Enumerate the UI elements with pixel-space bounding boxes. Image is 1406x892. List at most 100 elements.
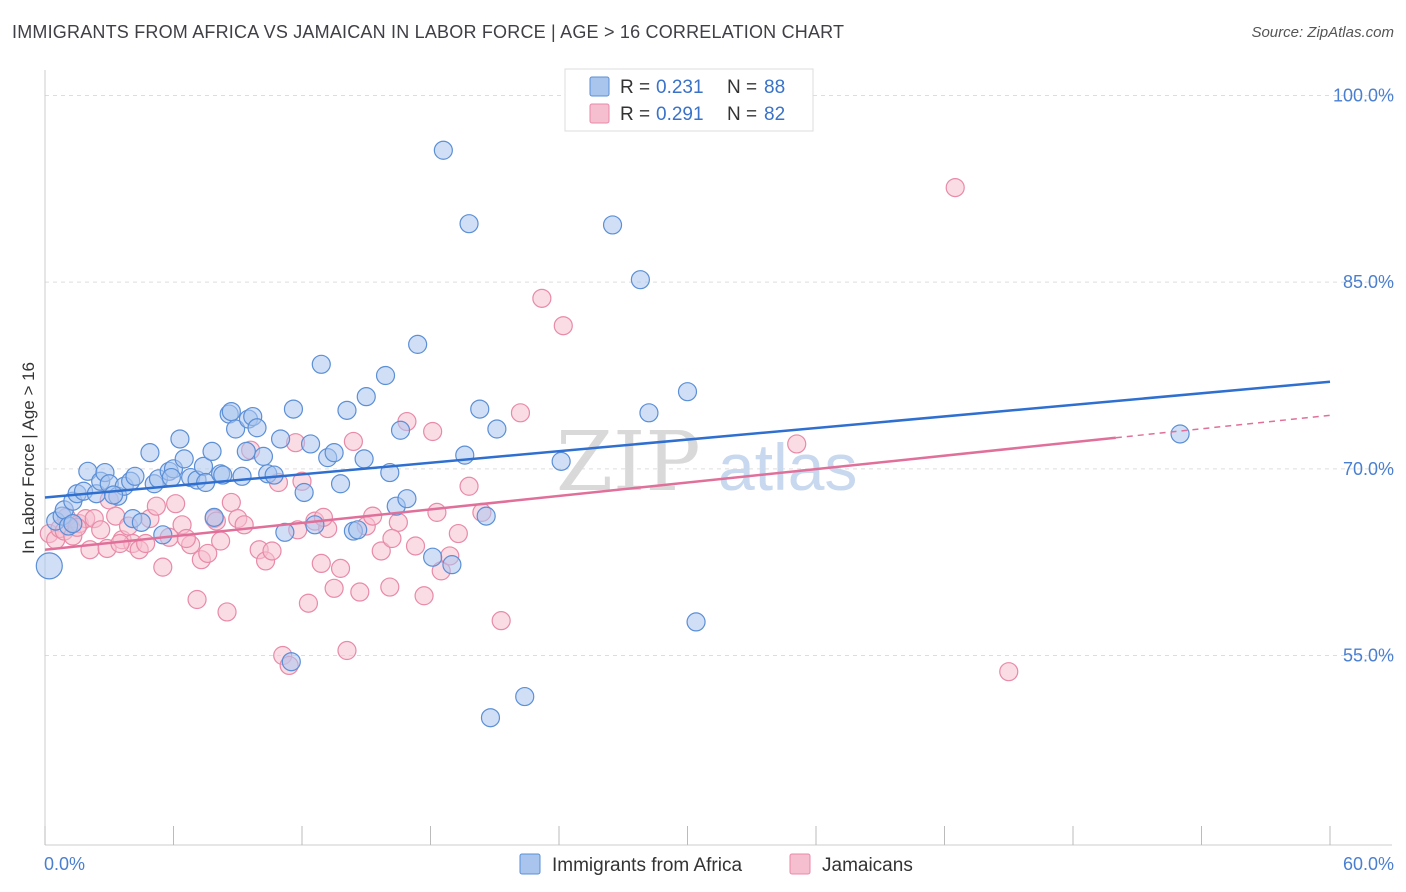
africa-point: [131, 512, 151, 532]
africa-point: [283, 399, 304, 419]
africa-point: [247, 418, 267, 438]
africa-points: [35, 140, 1190, 728]
africa-point: [174, 449, 194, 469]
africa-point: [125, 466, 145, 486]
y-tick-label: 85.0%: [1343, 272, 1394, 292]
africa-point: [459, 214, 479, 234]
africa-point: [476, 506, 496, 526]
jamaicans-point: [198, 543, 218, 564]
jamaicans-point: [405, 536, 426, 556]
axes-layer: [44, 70, 1392, 846]
legend-swatch-africa: [589, 76, 610, 97]
africa-point: [602, 215, 623, 235]
africa-point: [356, 387, 376, 407]
y-tick-labels: 55.0% 70.0% 85.0% 100.0%: [1333, 86, 1394, 666]
africa-point: [305, 515, 325, 535]
source-label: Source: ZipAtlas.com: [1251, 24, 1394, 41]
jamaicans-point: [324, 578, 344, 598]
jamaicans-point: [945, 177, 965, 198]
africa-point: [337, 400, 357, 420]
africa-point: [311, 354, 331, 374]
x-tick-label-min: 0.0%: [44, 854, 85, 874]
legend-n-value-1: 88: [764, 77, 785, 98]
jamaicans-trend-extension: [1115, 414, 1331, 439]
jamaicans-point: [221, 492, 241, 513]
jamaicans-point: [491, 611, 511, 631]
jamaicans-point: [448, 523, 468, 544]
africa-point: [153, 525, 173, 545]
africa-point: [423, 547, 443, 567]
africa-point: [324, 443, 344, 463]
africa-point: [487, 419, 507, 439]
jamaicans-point: [136, 533, 156, 554]
legend-n-label-1: N =: [727, 77, 757, 98]
africa-point: [677, 382, 698, 402]
africa-point: [408, 334, 428, 354]
bottom-legend-swatch-africa: [519, 853, 541, 875]
jamaicans-point: [153, 557, 173, 577]
africa-point: [1170, 424, 1190, 444]
x-tick-label-max: 60.0%: [1343, 854, 1394, 874]
jamaicans-point: [330, 558, 351, 578]
africa-point: [232, 466, 252, 486]
jamaicans-point: [382, 528, 402, 549]
jamaicans-point: [553, 316, 573, 336]
africa-point: [330, 474, 351, 494]
africa-point: [300, 434, 321, 454]
africa-point: [442, 555, 462, 575]
jamaicans-point: [337, 640, 357, 661]
africa-point: [226, 419, 246, 439]
jamaicans-point: [234, 515, 254, 535]
jamaicans-point: [311, 553, 331, 574]
jamaicans-points: [39, 177, 1019, 682]
africa-point: [480, 708, 501, 728]
jamaicans-point: [371, 541, 391, 561]
africa-point: [354, 449, 374, 469]
jamaicans-point: [423, 421, 443, 442]
jamaicans-point: [388, 512, 408, 532]
jamaicans-point: [414, 586, 434, 606]
jamaicans-point: [427, 502, 447, 522]
jamaicans-point: [146, 496, 166, 516]
y-tick-label: 70.0%: [1343, 459, 1394, 479]
bottom-legend-label-jamaicans: Jamaicans: [822, 855, 913, 876]
legend-r-value-2: 0.291: [656, 104, 704, 125]
top-legend: R = 0.231 N = 88 R = 0.291 N = 82: [564, 68, 814, 132]
africa-point: [380, 462, 400, 483]
y-tick-label: 55.0%: [1343, 646, 1394, 666]
legend-n-value-2: 82: [764, 104, 785, 125]
legend-r-value-1: 0.231: [656, 77, 704, 98]
africa-point: [470, 399, 490, 419]
africa-point: [348, 520, 368, 540]
jamaicans-point: [166, 494, 186, 514]
africa-point: [275, 522, 295, 542]
africa-point: [639, 403, 659, 423]
africa-point: [140, 443, 160, 463]
jamaicans-point: [262, 541, 282, 561]
jamaicans-point: [459, 476, 479, 496]
watermark-zip: ZIP: [556, 415, 701, 510]
africa-point: [161, 467, 181, 488]
africa-point: [630, 270, 650, 290]
jamaicans-point: [187, 589, 207, 610]
jamaicans-point: [176, 528, 196, 549]
africa-point: [686, 612, 706, 632]
africa-point: [236, 441, 256, 462]
jamaicans-point: [91, 520, 111, 540]
jamaicans-point: [999, 662, 1019, 682]
jamaicans-point: [217, 602, 237, 622]
jamaicans-point: [380, 577, 400, 597]
africa-point: [551, 451, 571, 471]
africa-point: [253, 446, 274, 466]
bottom-legend: Immigrants from Africa Jamaicans: [519, 853, 913, 876]
africa-point: [202, 441, 222, 462]
africa-trend-line: [44, 380, 1331, 499]
africa-point: [103, 485, 124, 505]
chart-title: IMMIGRANTS FROM AFRICA VS JAMAICAN IN LA…: [12, 22, 845, 42]
jamaicans-point: [350, 582, 370, 602]
trend-lines: [44, 380, 1331, 551]
jamaicans-point: [510, 403, 531, 423]
jamaicans-point: [298, 593, 319, 613]
jamaicans-point: [211, 531, 231, 551]
legend-swatch-jamaicans: [589, 103, 610, 124]
